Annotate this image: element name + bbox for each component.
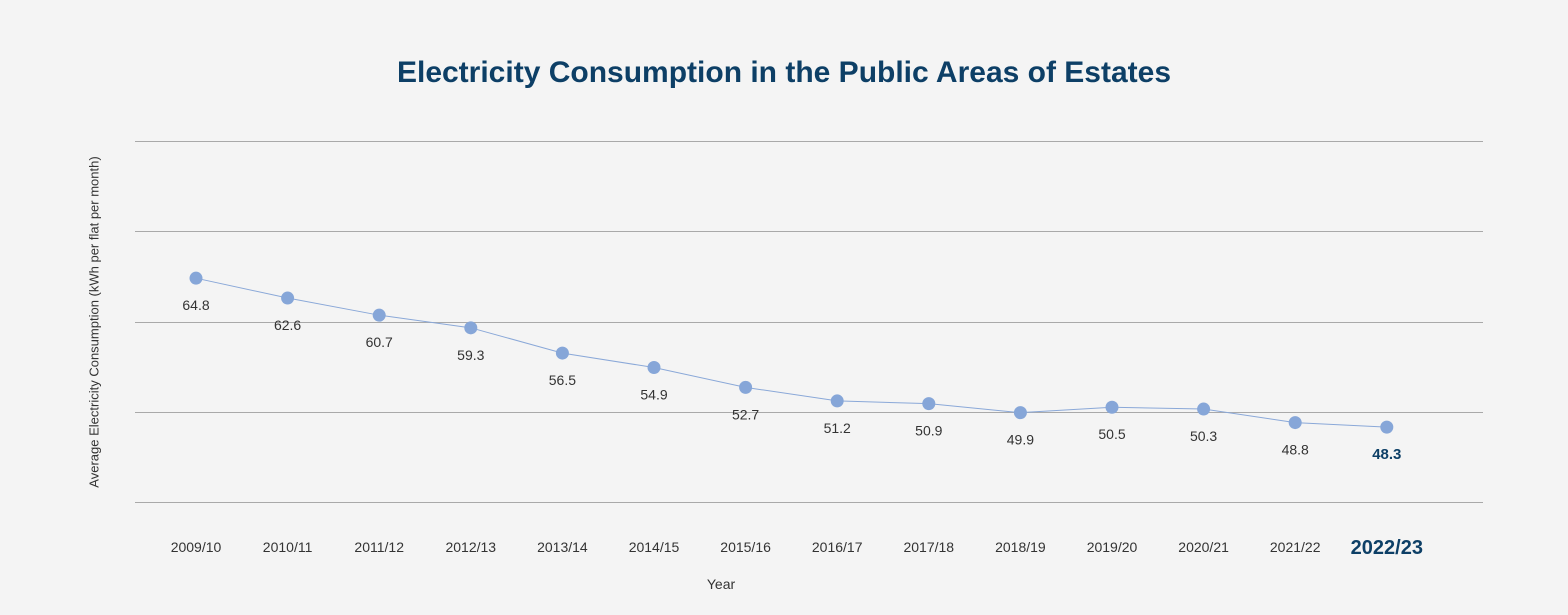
data-point xyxy=(922,397,936,411)
x-tick-label: 2018/19 xyxy=(995,539,1046,555)
data-point xyxy=(555,346,569,360)
data-label: 50.9 xyxy=(915,423,942,439)
data-label: 48.3 xyxy=(1372,446,1401,463)
data-label: 59.3 xyxy=(457,347,484,363)
x-tick-label: 2015/16 xyxy=(720,539,771,555)
x-tick-label: 2013/14 xyxy=(537,539,588,555)
data-label: 56.5 xyxy=(549,372,576,388)
x-tick-label: 2012/13 xyxy=(445,539,496,555)
data-point xyxy=(830,394,844,408)
chart-title: Electricity Consumption in the Public Ar… xyxy=(396,56,1172,89)
data-point xyxy=(1288,416,1302,430)
x-tick-label: 2020/21 xyxy=(1178,539,1229,555)
data-point xyxy=(189,271,203,285)
x-tick-label: 2014/15 xyxy=(629,539,680,555)
data-label: 48.8 xyxy=(1282,442,1309,458)
x-tick-label: 2010/11 xyxy=(263,539,313,555)
data-point xyxy=(1380,420,1394,434)
data-label: 60.7 xyxy=(366,334,393,350)
data-point xyxy=(464,321,478,335)
data-point xyxy=(1197,402,1211,416)
series-line xyxy=(195,277,1387,428)
x-tick-label: 2016/17 xyxy=(812,539,863,555)
x-tick-label: 2011/12 xyxy=(354,539,404,555)
data-point xyxy=(647,361,661,375)
data-point xyxy=(1105,400,1119,414)
data-label: 50.3 xyxy=(1190,428,1217,444)
x-tick-label: 2022/23 xyxy=(1351,537,1423,559)
x-tick-label: 2009/10 xyxy=(171,539,222,555)
data-point xyxy=(739,380,753,394)
data-point xyxy=(372,308,386,322)
data-label: 62.6 xyxy=(274,317,301,333)
x-tick-label: 2017/18 xyxy=(903,539,954,555)
data-label: 54.9 xyxy=(640,387,667,403)
data-label: 51.2 xyxy=(824,420,851,436)
data-label: 49.9 xyxy=(1007,432,1034,448)
x-tick-label: 2019/20 xyxy=(1087,539,1138,555)
x-tick-label: 2021/22 xyxy=(1270,539,1321,555)
x-axis-label: Year xyxy=(706,576,736,592)
data-label: 50.5 xyxy=(1098,426,1125,442)
data-point xyxy=(1013,406,1027,420)
data-point xyxy=(281,291,295,305)
data-label: 52.7 xyxy=(732,406,759,422)
data-label: 64.8 xyxy=(182,297,209,313)
